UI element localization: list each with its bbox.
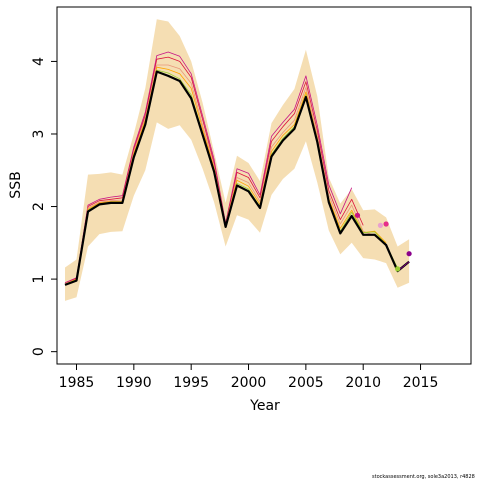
ssb-series-lines [64, 51, 410, 286]
confidence-band-area [65, 19, 410, 301]
terminal-point-4 [395, 266, 401, 272]
x-tick-label: 1985 [59, 375, 95, 391]
x-tick-label: 2005 [288, 375, 324, 391]
series-line-1 [64, 51, 353, 284]
terminal-points [354, 212, 412, 272]
series-line-2 [64, 56, 364, 284]
terminal-point-1 [354, 212, 361, 218]
series-line-6 [64, 70, 410, 286]
terminal-point-3 [383, 221, 389, 227]
terminal-point-2 [377, 222, 383, 228]
y-axis: 0 1 2 3 4 [31, 57, 58, 356]
x-tick-label: 2010 [345, 375, 381, 391]
credit-footnote: stockassessment.org, sole3a2013, r4828 [372, 474, 475, 480]
x-axis: 1985 1990 1995 2000 2005 2010 2015 [59, 363, 439, 391]
x-tick-label: 1990 [116, 375, 152, 391]
y-tick-label: 1 [31, 275, 47, 284]
y-tick-label: 2 [31, 202, 47, 211]
x-axis-title: Year [249, 398, 280, 414]
x-tick-label: 2000 [231, 375, 267, 391]
y-tick-label: 0 [31, 347, 47, 356]
y-tick-label: 3 [31, 130, 47, 139]
terminal-point-5 [406, 251, 412, 257]
y-tick-label: 4 [31, 57, 47, 66]
x-tick-label: 1995 [173, 375, 209, 391]
x-tick-label: 2015 [403, 375, 439, 391]
y-axis-title: SSB [8, 171, 24, 198]
confidence-band [65, 19, 410, 301]
